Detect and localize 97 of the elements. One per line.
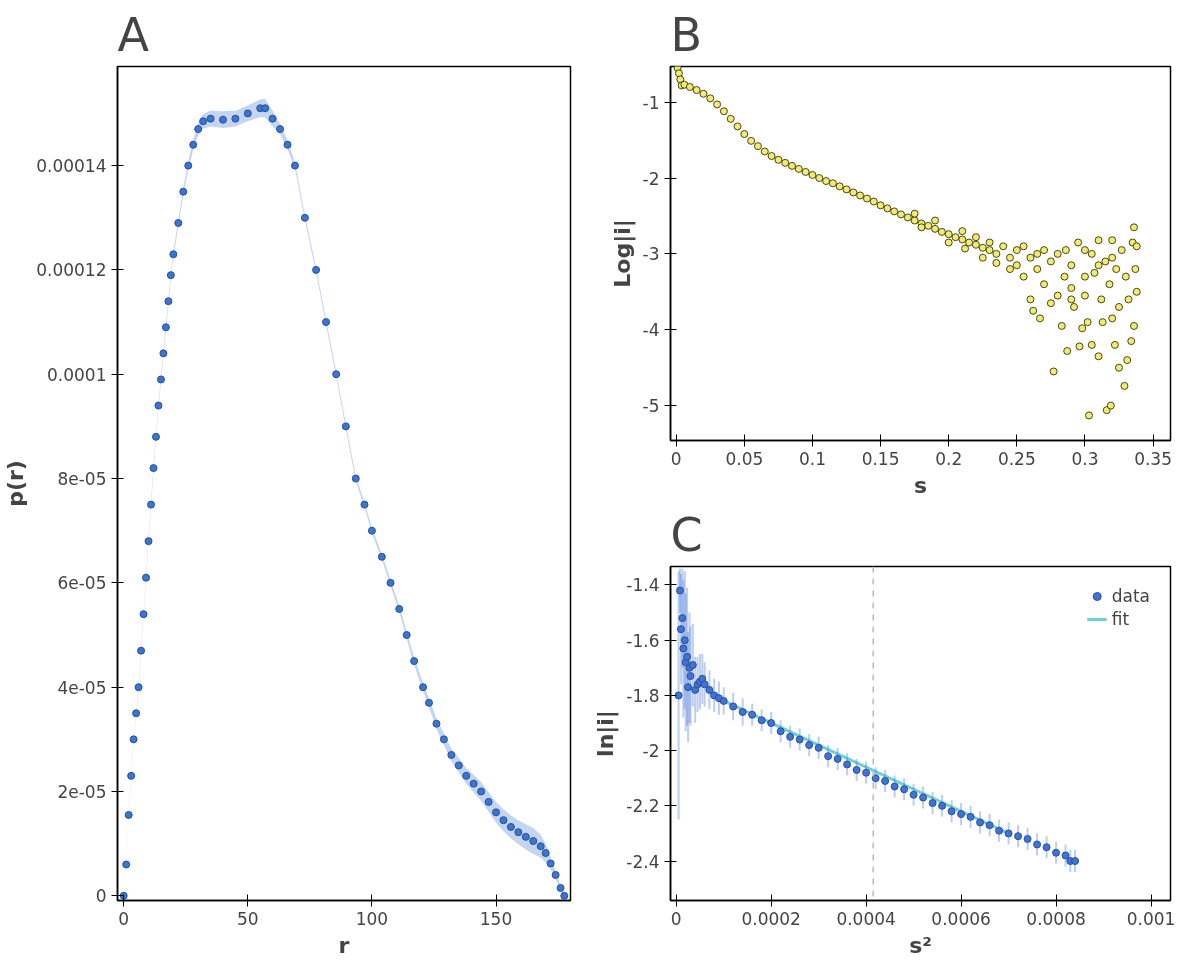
- y-tick-label: 8e-05: [57, 469, 107, 490]
- point: [1014, 832, 1023, 841]
- x-tick-label: 0.15: [861, 448, 900, 469]
- point: [676, 586, 684, 595]
- point: [862, 768, 871, 777]
- y-tick-label: -2.2: [626, 796, 660, 817]
- point: [824, 752, 833, 761]
- point: [767, 719, 776, 727]
- x-axis-title: s: [913, 472, 928, 498]
- y-tick-label: 6e-05: [57, 573, 107, 594]
- point: [938, 801, 947, 810]
- point: [909, 790, 918, 799]
- y-tick-label: 0.00012: [36, 260, 107, 281]
- point: [843, 760, 852, 769]
- point: [957, 810, 966, 819]
- y-tick-label: -3: [642, 244, 660, 265]
- point: [928, 799, 937, 808]
- point: [738, 707, 747, 716]
- point: [814, 743, 823, 752]
- point: [679, 644, 688, 653]
- x-tick-label: 0.0004: [836, 908, 896, 929]
- point: [705, 685, 714, 694]
- point: [890, 782, 899, 791]
- y-tick-label: -1: [642, 92, 660, 113]
- y-tick-label: -4: [642, 320, 660, 341]
- point: [686, 672, 695, 681]
- point: [985, 821, 994, 830]
- x-tick-label: 50: [237, 908, 259, 929]
- point: [674, 691, 683, 700]
- y-tick-label: 4e-05: [57, 677, 107, 698]
- x-tick-label: 0.05: [725, 448, 764, 469]
- chart-title: B: [670, 7, 703, 62]
- point: [729, 702, 738, 711]
- point: [919, 793, 928, 802]
- point: [678, 614, 687, 623]
- point: [871, 774, 880, 783]
- point: [776, 727, 785, 736]
- x-axis-title: r: [338, 932, 350, 958]
- y-tick-label: -2: [642, 741, 660, 762]
- x-tick-label: 0.0006: [931, 908, 991, 929]
- y-tick-label: -1.8: [626, 685, 660, 706]
- x-tick-label: 0.1: [798, 448, 826, 469]
- y-tick-label: 2e-05: [57, 781, 107, 802]
- y-tick-label: -1.6: [626, 630, 660, 651]
- point: [1071, 857, 1080, 866]
- point: [676, 625, 685, 634]
- point: [995, 826, 1004, 835]
- x-tick-label: 0.3: [1071, 448, 1099, 469]
- point: [1033, 840, 1042, 849]
- y-tick-label: 0.00014: [36, 156, 107, 177]
- x-axis-title: s²: [909, 932, 932, 958]
- point: [684, 683, 693, 692]
- point: [1061, 851, 1070, 860]
- point: [786, 732, 795, 741]
- point: [748, 710, 757, 719]
- point: [719, 696, 728, 705]
- point: [1004, 829, 1013, 838]
- x-tick-label: 0.2: [935, 448, 963, 469]
- point: [947, 807, 956, 816]
- legend-label: data: [1111, 586, 1150, 606]
- x-tick-label: 150: [479, 908, 513, 929]
- point: [881, 776, 890, 785]
- x-tick-label: 0.0008: [1026, 908, 1086, 929]
- point: [700, 680, 709, 689]
- point: [900, 785, 909, 794]
- y-axis-title: ln|i|: [593, 710, 620, 757]
- point: [795, 735, 804, 744]
- point: [680, 636, 689, 645]
- y-tick-label: -1.4: [626, 575, 660, 596]
- y-tick-label: -5: [642, 396, 660, 417]
- x-tick-label: 0.001: [1126, 908, 1176, 929]
- chart-title: C: [670, 507, 703, 562]
- x-tick-label: 0.35: [1134, 448, 1172, 469]
- x-tick-label: 0.0002: [741, 908, 801, 929]
- chart-title: A: [117, 7, 150, 62]
- point: [976, 818, 985, 827]
- point: [966, 812, 975, 821]
- y-tick-label: -2: [642, 168, 660, 189]
- y-tick-label: 0: [95, 886, 107, 907]
- point: [805, 741, 814, 750]
- x-tick-label: 0: [670, 448, 682, 469]
- x-tick-label: 0: [670, 908, 682, 929]
- point: [1042, 843, 1051, 852]
- point: [683, 652, 692, 661]
- x-tick-label: 0.25: [997, 448, 1036, 469]
- y-tick-label: 0.0001: [47, 364, 107, 385]
- x-tick-label: 0: [118, 908, 130, 929]
- y-axis-title: Log|i|: [609, 219, 636, 288]
- legend-label: fit: [1111, 609, 1131, 629]
- y-axis-title: p(r): [3, 460, 29, 507]
- point: [757, 716, 766, 725]
- point: [833, 754, 842, 763]
- point: [852, 765, 861, 774]
- y-tick-label: -2.4: [626, 851, 660, 872]
- x-tick-label: 100: [355, 908, 389, 929]
- point: [1052, 848, 1061, 857]
- point: [1023, 834, 1032, 843]
